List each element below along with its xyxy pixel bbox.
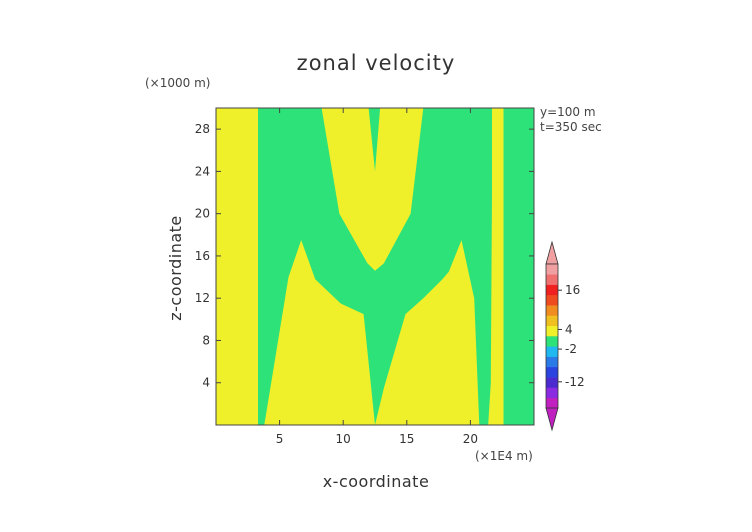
y-tick-label: 16 [195,249,210,263]
colorbar-segment [546,397,558,409]
y-tick-label: 8 [202,333,210,347]
right-green-band [375,108,492,425]
plot-frame [215,107,535,426]
colorbar-segment [546,366,558,378]
colorbar: 16 4 -2 -12 [545,240,585,432]
colorbar-segment [546,274,558,285]
x-tick-label: 10 [336,432,351,446]
colorbar-segment [546,325,558,337]
right-edge-green [503,108,534,425]
y-tick-label: 20 [195,207,210,221]
colorbar-tick-label: -2 [565,342,577,356]
y-unit-label: (×1000 m) [145,76,210,90]
colorbar-segment [546,336,558,347]
left-green-band [258,108,375,425]
velocity-regions [258,108,534,425]
center-green-sliver [368,108,381,172]
colorbar-segment [546,305,558,316]
colorbar-segment [546,284,558,296]
colorbar-segment [546,356,558,368]
y-tick-label: 12 [195,291,210,305]
annotation-y: y=100 m [540,105,596,119]
x-tick-label: 15 [399,432,414,446]
chart-title: zonal velocity [297,51,456,75]
y-axis-label: z-coordinate [166,215,185,321]
y-tick-label: 4 [202,376,210,390]
y-tick-label: 24 [195,164,210,178]
colorbar-tick-label: -12 [565,375,585,389]
annotation-t: t=350 sec [540,120,602,134]
x-tick-label: 5 [276,432,284,446]
y-axis: 4 8 12 16 20 24 28 [195,122,534,390]
colorbar-frame [545,263,559,409]
y-tick-label: 28 [195,122,210,136]
colorbar-segment [546,377,558,388]
x-tick-label: 20 [463,432,478,446]
colorbar-tick-label: 4 [565,322,573,336]
colorbar-segment [546,315,558,327]
x-axis-label: x-coordinate [323,472,430,491]
x-unit-label: (×1E4 m) [475,449,533,463]
colorbar-max-arrow [545,240,559,265]
colorbar-tick-label: 16 [565,283,580,297]
plot-area: 5 10 15 20 4 8 12 16 20 24 28 [195,107,535,446]
colorbar-segment [546,387,558,399]
colorbar-min-arrow [545,407,559,432]
x-axis: 5 10 15 20 [276,108,478,446]
colorbar-segment [546,346,558,357]
colorbar-segment [546,294,558,306]
colorbar-segment [546,264,558,275]
